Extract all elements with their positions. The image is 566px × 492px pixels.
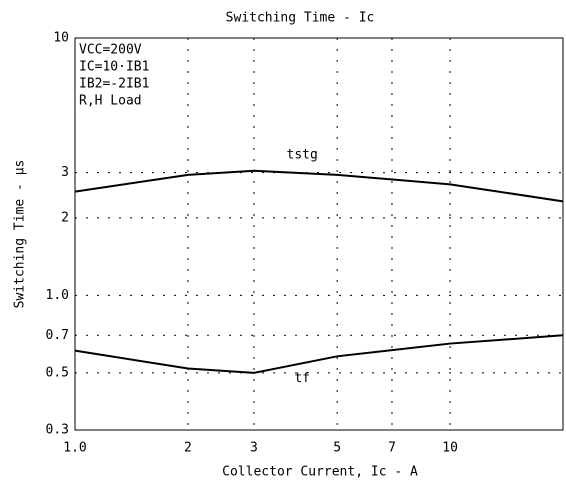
x-tick-label: 1.0 <box>63 441 86 456</box>
series-line <box>74 169 564 203</box>
series-line <box>74 334 564 374</box>
annotation: IC=10·IB1 <box>79 60 149 75</box>
y-tick-label: 3 <box>61 165 69 180</box>
annotation: VCC=200V <box>79 43 142 58</box>
y-tick-label: 10 <box>53 31 69 46</box>
x-tick-label: 3 <box>250 441 258 456</box>
x-axis-label: Collector Current, Ic - A <box>222 465 418 480</box>
plot-frame <box>74 37 564 431</box>
x-tick-label: 2 <box>184 441 192 456</box>
x-tick-label: 5 <box>333 441 341 456</box>
y-tick-label: 0.7 <box>46 328 69 343</box>
annotation: R,H Load <box>79 94 142 109</box>
y-tick-label: 0.5 <box>46 365 69 380</box>
series-label: tstg <box>287 147 318 162</box>
chart-title: Switching Time - Ic <box>226 11 375 26</box>
y-tick-label: 0.3 <box>46 423 69 438</box>
y-tick-label: 2 <box>61 210 69 225</box>
series-label: tf <box>294 371 310 386</box>
y-axis-label: Switching Time - μs <box>13 160 28 309</box>
annotation: IB2=-2IB1 <box>79 77 149 92</box>
x-tick-label: 7 <box>388 441 396 456</box>
y-tick-label: 1.0 <box>46 288 69 303</box>
x-tick-label: 10 <box>442 441 458 456</box>
